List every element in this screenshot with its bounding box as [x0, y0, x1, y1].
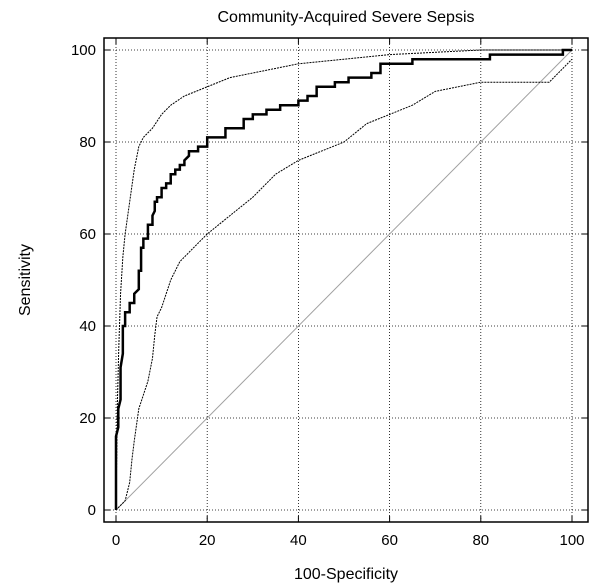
x-tick-label: 0 — [112, 532, 120, 549]
x-tick-label: 80 — [472, 532, 489, 549]
ci-lower-line — [115, 58, 573, 511]
x-axis-label: 100-Specificity — [294, 566, 398, 583]
x-tick-label: 20 — [199, 532, 216, 549]
x-tick-label: 100 — [559, 532, 584, 549]
x-axis-ticks: 0 20 40 60 80 100 — [112, 38, 585, 549]
plot-frame — [103, 37, 589, 523]
y-axis-label: Sensitivity — [17, 244, 34, 316]
x-tick-label: 60 — [381, 532, 398, 549]
y-tick-label: 0 — [88, 502, 96, 519]
x-tick-label: 40 — [290, 532, 307, 549]
y-tick-label: 40 — [79, 318, 96, 335]
series-group — [114, 48, 573, 511]
y-tick-label: 80 — [79, 134, 96, 151]
y-axis-ticks: 0 20 40 60 80 100 — [71, 42, 588, 519]
y-tick-label: 100 — [71, 42, 96, 59]
y-tick-label: 20 — [79, 410, 96, 427]
roc-curve-line — [114, 48, 572, 510]
chart-title: Community-Acquired Severe Sepsis — [218, 9, 475, 26]
y-tick-label: 60 — [79, 226, 96, 243]
reference-diagonal-line — [115, 49, 573, 511]
ci-upper-line — [115, 49, 572, 511]
